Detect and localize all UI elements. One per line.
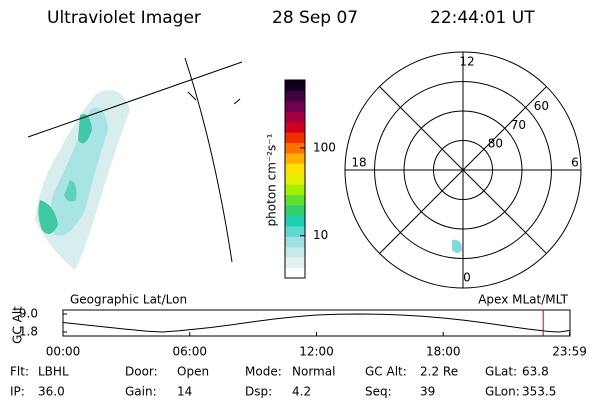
- color-step: [285, 152, 305, 164]
- x-tick-label: 18:00: [426, 345, 461, 359]
- field-value: 36.0: [38, 385, 65, 399]
- color-step: [285, 205, 305, 216]
- y-tick-label: 9.0: [19, 307, 38, 321]
- colorbar-label: photon cm⁻²s⁻¹: [265, 133, 279, 226]
- color-step: [285, 121, 305, 133]
- orbit-plot: 9.0 1.8 00:00 06:00 12:00 18:00 23:59: [19, 307, 587, 359]
- field-value: 353.5: [522, 385, 556, 399]
- field-label: Seq:: [365, 385, 392, 399]
- color-step: [285, 100, 305, 112]
- color-step: [285, 90, 305, 102]
- color-step: [285, 194, 305, 206]
- y-tick-label: 1.8: [19, 325, 38, 339]
- color-step: [285, 111, 305, 123]
- x-tick-label: 00:00: [46, 345, 81, 359]
- instrument: Ultraviolet Imager: [47, 8, 201, 28]
- field-value: 4.2: [292, 385, 311, 399]
- field-value: 2.2 Re: [420, 365, 458, 379]
- field-label: Mode:: [245, 365, 282, 379]
- x-tick-label: 06:00: [172, 345, 207, 359]
- colorbar: 10 100: [284, 79, 336, 279]
- mlat-label: 80: [488, 136, 503, 150]
- field-value: Normal: [292, 365, 335, 379]
- colorbar-tick-label: 10: [313, 228, 328, 242]
- mlt-label: 0: [463, 271, 471, 285]
- field-value: 14: [177, 385, 192, 399]
- field-label: IP:: [10, 385, 25, 399]
- mlt-label: 6: [571, 156, 579, 170]
- info-panel: Flt: LBHL Door: Open Mode: Normal GC Alt: 2.2 R…: [10, 365, 556, 399]
- color-step: [285, 163, 305, 175]
- colorbar-tick-label: 100: [313, 140, 336, 154]
- field-value: Open: [177, 365, 209, 379]
- x-tick-label: 23:59: [552, 345, 587, 359]
- field-label: GLat:: [485, 365, 517, 379]
- altitude-curve: [62, 313, 570, 333]
- field-label: Flt:: [10, 365, 29, 379]
- colorbar-frame: [284, 79, 306, 279]
- field-label: Gain:: [125, 385, 157, 399]
- image: [27, 57, 462, 270]
- mlat-label: 70: [511, 118, 526, 132]
- orbit-y-label: GC Alt: [11, 306, 25, 344]
- color-step: [285, 267, 305, 279]
- mlt-label: 12: [459, 55, 474, 69]
- color-step: [285, 225, 305, 237]
- mlt-line: [379, 86, 547, 254]
- color-step: [285, 257, 305, 269]
- x-tick-label: 12:00: [299, 345, 334, 359]
- color-step: [285, 236, 305, 248]
- orbit-left-label: Geographic Lat/Lon: [70, 293, 187, 307]
- time: 22:44:01 UT: [430, 8, 535, 28]
- color-step: [285, 80, 305, 91]
- mlt-label: 18: [351, 156, 366, 170]
- color-step: [285, 215, 305, 227]
- field-label: GLon:: [485, 385, 520, 399]
- color-step: [285, 184, 305, 196]
- field-value: 39: [420, 385, 435, 399]
- color-step: [285, 173, 305, 185]
- field-value: LBHL: [38, 365, 69, 379]
- field-label: Dsp:: [245, 385, 272, 399]
- color-step: [285, 246, 305, 258]
- date: 28 Sep 07: [272, 8, 358, 28]
- mlat-ring: [403, 110, 523, 230]
- color-step: [285, 132, 305, 144]
- mlat-label: 60: [534, 99, 549, 113]
- color-step: [285, 142, 305, 154]
- field-label: Door:: [125, 365, 158, 379]
- mlat-ring: [374, 81, 552, 259]
- mlat-ring: [433, 140, 493, 200]
- orbit-right-label: Apex MLat/MLT: [478, 293, 568, 307]
- field-label: GC Alt:: [365, 365, 407, 379]
- field-value: 63.8: [522, 365, 549, 379]
